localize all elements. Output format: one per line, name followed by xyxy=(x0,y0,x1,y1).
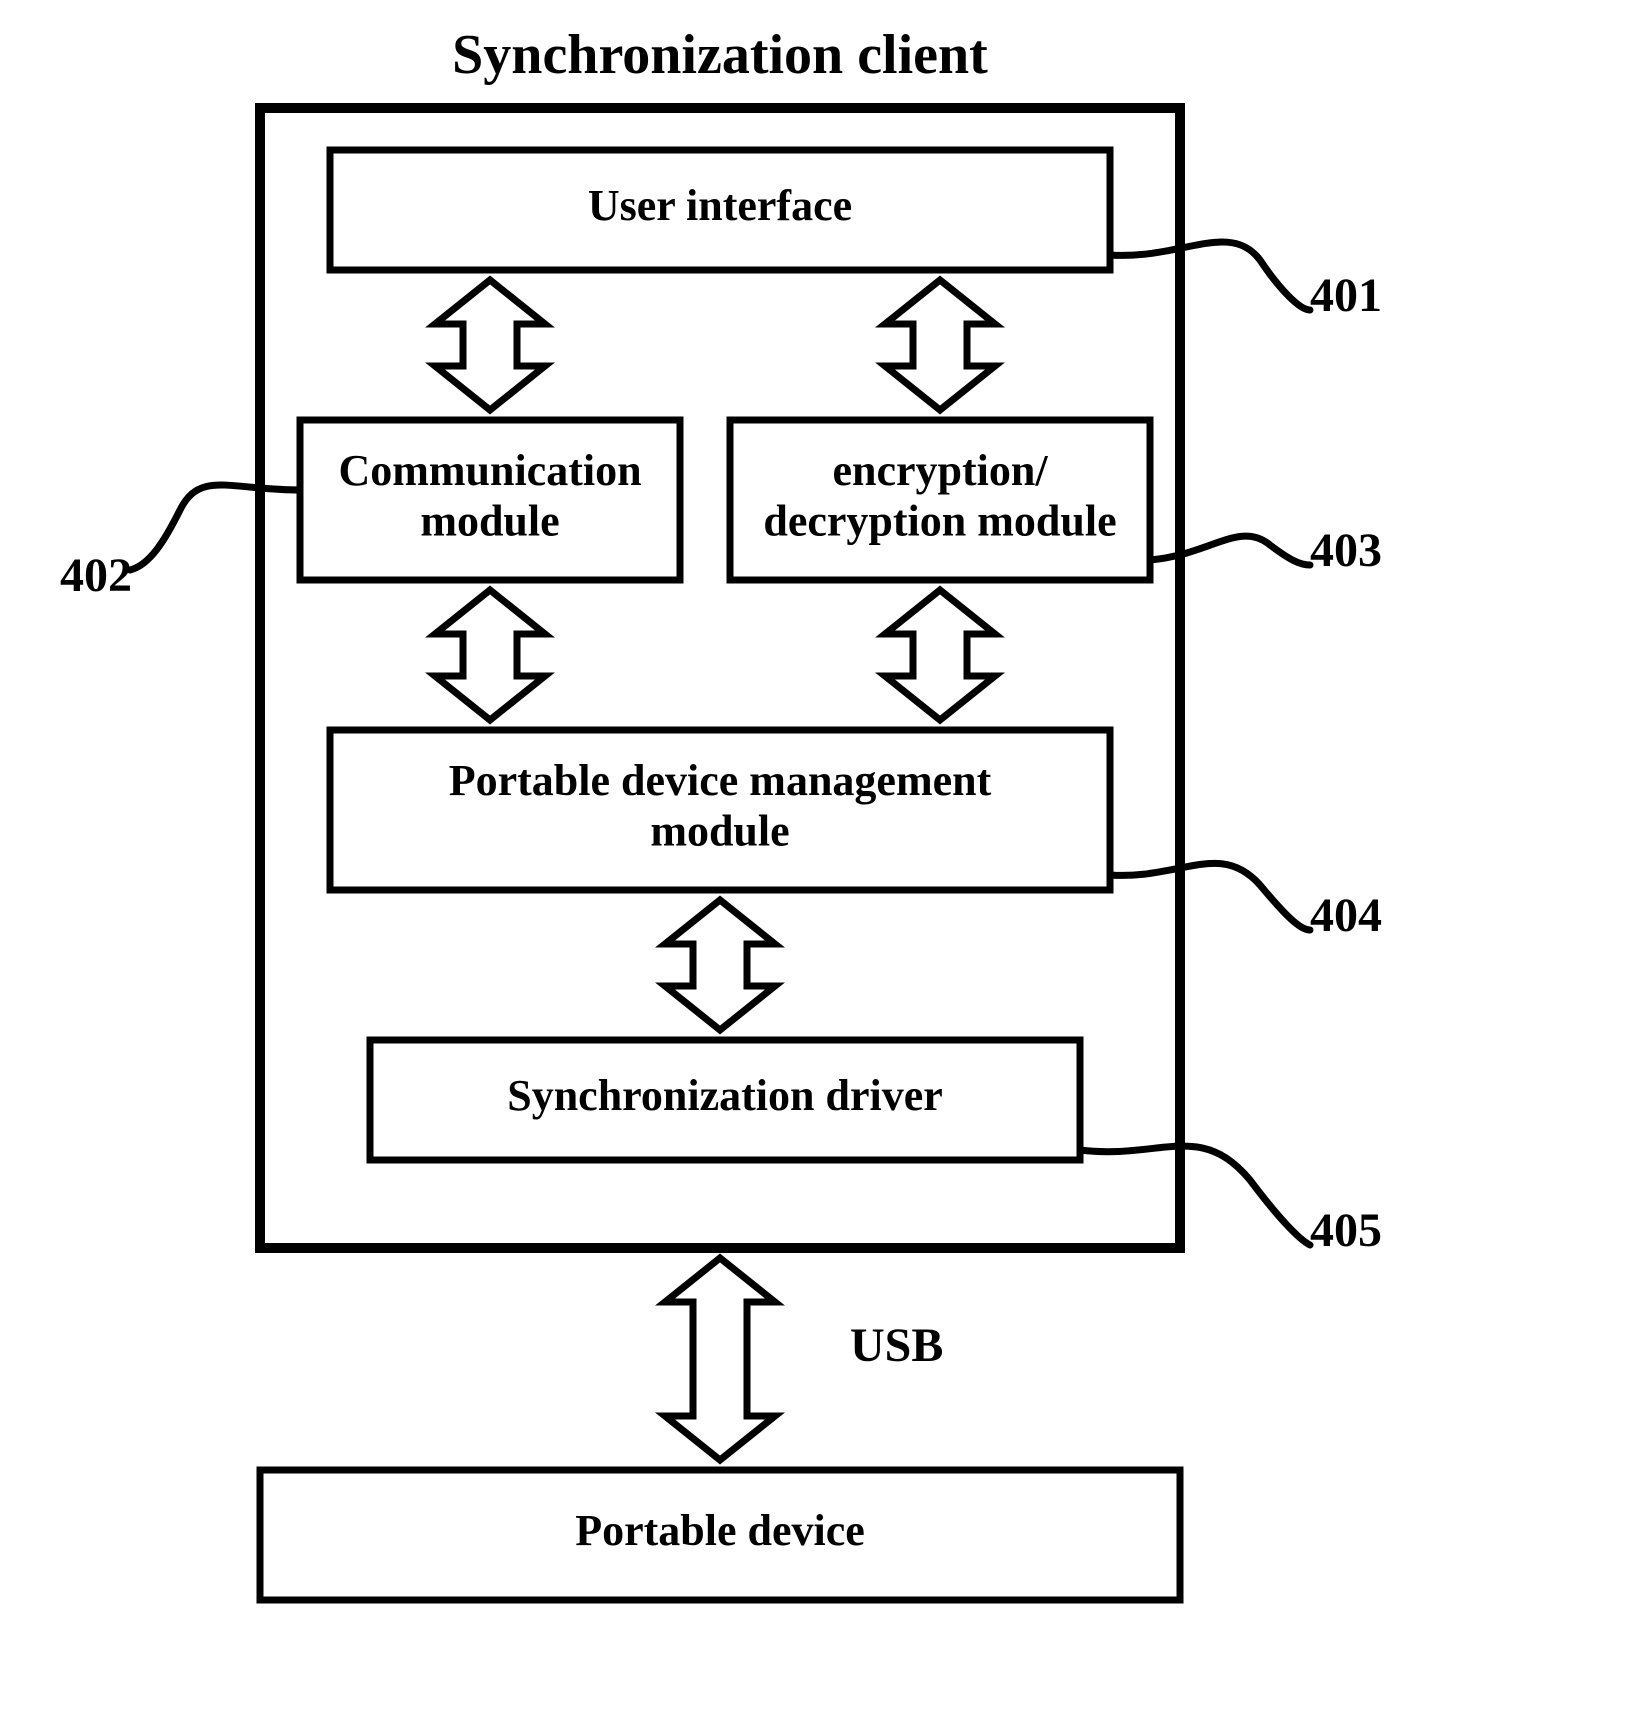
block-sync: Synchronization driver xyxy=(370,1040,1080,1160)
block-ui: User interface xyxy=(330,150,1110,270)
block-device-label: Portable device xyxy=(575,1506,865,1555)
block-enc-label: encryption/ xyxy=(832,446,1048,495)
callout-lead-404 xyxy=(1110,863,1310,930)
callout-label-404: 404 xyxy=(1310,889,1382,942)
connector-arrow xyxy=(885,590,995,720)
block-comm-label: module xyxy=(420,496,559,545)
connector-arrow xyxy=(435,590,545,720)
connector-arrow xyxy=(885,280,995,410)
block-enc-label: decryption module xyxy=(763,496,1116,545)
block-ui-label: User interface xyxy=(588,181,852,230)
block-pdm-label: Portable device management xyxy=(449,756,992,805)
callout-lead-403 xyxy=(1150,536,1310,565)
callout-lead-402 xyxy=(130,485,300,570)
connector-arrow xyxy=(665,900,775,1030)
usb-label: USB xyxy=(850,1319,943,1372)
connector-arrow xyxy=(435,280,545,410)
block-device: Portable device xyxy=(260,1470,1180,1600)
block-pdm-label: module xyxy=(650,806,789,855)
callout-lead-405 xyxy=(1080,1146,1310,1245)
callout-label-401: 401 xyxy=(1310,269,1382,322)
block-comm: Communicationmodule xyxy=(300,420,680,580)
callout-label-403: 403 xyxy=(1310,524,1382,577)
callout-label-402: 402 xyxy=(60,549,132,602)
block-comm-label: Communication xyxy=(338,446,641,495)
callout-lead-401 xyxy=(1110,242,1310,310)
connector-arrow xyxy=(665,1258,775,1460)
block-sync-label: Synchronization driver xyxy=(507,1071,943,1120)
callout-label-405: 405 xyxy=(1310,1204,1382,1257)
diagram-title: Synchronization client xyxy=(452,24,988,86)
block-enc: encryption/decryption module xyxy=(730,420,1150,580)
block-pdm: Portable device managementmodule xyxy=(330,730,1110,890)
